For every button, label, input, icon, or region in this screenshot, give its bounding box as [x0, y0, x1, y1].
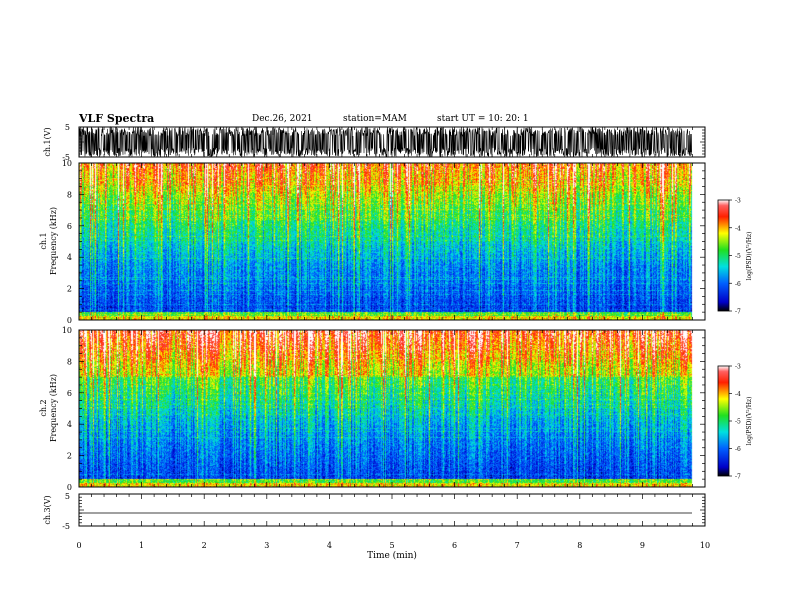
ch1-spectrogram-ticks [78, 162, 706, 321]
ch1-waveform-line [78, 126, 693, 158]
ytick-label: 8 [67, 190, 72, 199]
ytick-label: 10 [62, 159, 72, 168]
colorbar-tick-label: -5 [735, 419, 741, 426]
xtick-label: 9 [640, 541, 645, 550]
xtick-label: 0 [76, 541, 81, 550]
colorbar-tick-label: -4 [735, 391, 741, 398]
colorbar-tick-label: -6 [735, 446, 741, 453]
colorbar-tick-label: -7 [735, 474, 741, 481]
ch2-colorbar: -3 -4 -5 -6 -7 log(PSD)(V²/Hz) [717, 364, 753, 481]
ch1-spectrogram-ylabel: Frequency (kHz) [49, 207, 58, 275]
ch2-spectrogram-canvas [79, 330, 705, 487]
time-axis-tick-labels: 0 1 2 3 4 5 6 7 8 9 10 [76, 541, 710, 550]
ch3-ticks [78, 493, 706, 527]
xtick-label: 8 [577, 541, 582, 550]
ytick-label: 0 [67, 483, 72, 492]
xtick-label: 7 [515, 541, 520, 550]
ch1-spectrogram-ytick-labels: 0 2 4 6 8 10 [62, 159, 72, 325]
ytick-label: 0 [67, 316, 72, 325]
ytick-label: 2 [67, 285, 72, 294]
ch1-colorbar-label: log(PSD)(V²/Hz) [746, 232, 753, 281]
colorbar-tick-label: -6 [735, 281, 741, 288]
xtick-label: 3 [264, 541, 269, 550]
ch2-spectrogram-ytick-labels: 0 2 4 6 8 10 [62, 326, 72, 492]
colorbar-tick-label: -5 [735, 253, 741, 260]
ytick-label: 6 [67, 222, 72, 231]
ch1-spectrogram-ylabel-top: ch.1 [39, 232, 48, 249]
ch1-ticks [78, 126, 706, 158]
date-label: Dec.26, 2021 [252, 114, 313, 124]
ytick-label: 4 [67, 253, 72, 262]
time-axis-label: Time (min) [367, 550, 417, 561]
xtick-label: 1 [139, 541, 144, 550]
ytick-label: 4 [67, 420, 72, 429]
ytick-label: 8 [67, 357, 72, 366]
colorbar-tick-label: -3 [735, 364, 741, 371]
xtick-label: 5 [389, 541, 394, 550]
ch1-spectrogram-panel: 0 2 4 6 8 10 ch.1 Frequency (kHz) [39, 159, 706, 325]
ch3-panel: 5 -5 ch.3(V) 0 1 2 3 4 5 6 7 8 9 10 Time (min) [43, 492, 710, 561]
ch1-colorbar: -3 -4 -5 -6 -7 log(PSD)(V²/Hz) [717, 198, 753, 316]
ch2-spectrogram-ticks [78, 329, 706, 488]
xtick-label: 2 [202, 541, 207, 550]
ch3-ytick-top: 5 [65, 492, 70, 501]
ch1-ylabel: ch.1(V) [43, 127, 52, 156]
station-label: station=MAM [343, 114, 407, 124]
ch1-spectrogram-canvas [79, 163, 705, 320]
colorbar-tick-label: -7 [735, 309, 741, 316]
ch1-panel: 5 -5 ch.1(V) [43, 123, 706, 162]
ytick-label: 6 [67, 389, 72, 398]
ch1-ytick-bottom: -5 [62, 153, 70, 162]
ch3-ytick-bottom: -5 [62, 522, 70, 531]
ch2-colorbar-label: log(PSD)(V²/Hz) [746, 397, 753, 446]
start-time-label: start UT = 10: 20: 1 [437, 114, 529, 124]
xtick-label: 4 [327, 541, 332, 550]
xtick-label: 6 [452, 541, 457, 550]
ch2-spectrogram-ylabel-top: ch.2 [39, 399, 48, 416]
ytick-label: 10 [62, 326, 72, 335]
colorbar-tick-label: -4 [735, 225, 741, 232]
ch3-ylabel: ch.3(V) [43, 495, 52, 524]
ytick-label: 2 [67, 452, 72, 461]
figure-title: VLF Spectra [79, 112, 155, 125]
ch1-ytick-top: 5 [65, 123, 70, 132]
xtick-label: 10 [700, 541, 710, 550]
ch2-spectrogram-ylabel: Frequency (kHz) [49, 374, 58, 442]
ch2-spectrogram-panel: 0 2 4 6 8 10 ch.2 Frequency (kHz) [39, 326, 706, 492]
colorbar-tick-label: -3 [735, 198, 741, 205]
